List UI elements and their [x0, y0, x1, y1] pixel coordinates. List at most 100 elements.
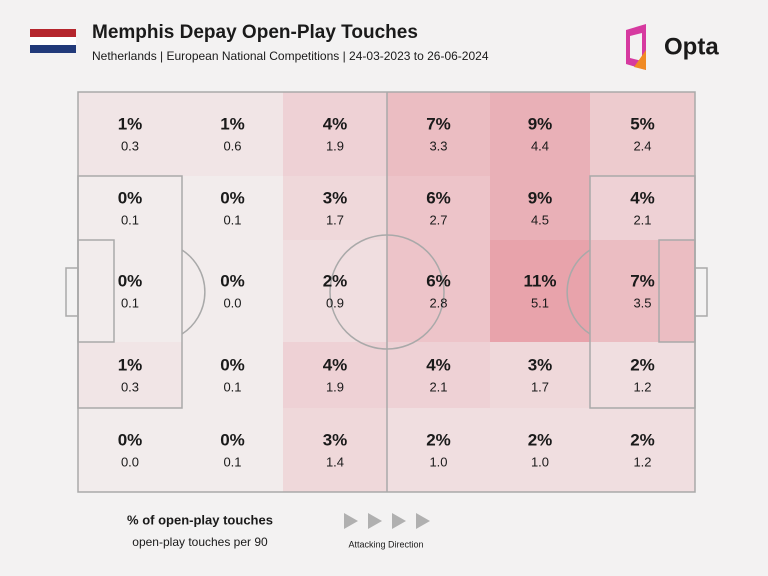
zone — [182, 342, 283, 408]
zone-pct: 4% — [426, 355, 451, 374]
zone-pct: 0% — [118, 188, 143, 207]
zone — [490, 408, 590, 492]
zone-pct: 5% — [630, 114, 655, 133]
zone-pct: 2% — [323, 271, 348, 290]
zone-pct: 0% — [220, 271, 245, 290]
zone-per90: 3.3 — [429, 138, 447, 153]
zone-pct: 7% — [426, 114, 451, 133]
zone-per90: 2.4 — [633, 138, 651, 153]
zone-per90: 1.2 — [633, 454, 651, 469]
zone — [182, 92, 283, 176]
title: Memphis Depay Open-Play Touches — [92, 22, 418, 43]
zone-pct: 6% — [426, 188, 451, 207]
zone-per90: 2.1 — [633, 212, 651, 227]
zone — [387, 92, 490, 176]
zone-pct: 2% — [528, 430, 553, 449]
flag — [30, 29, 76, 53]
zone-per90: 5.1 — [531, 295, 549, 310]
legend-pct: % of open-play touches — [127, 512, 273, 527]
zone-pct: 9% — [528, 114, 553, 133]
zone-per90: 2.8 — [429, 295, 447, 310]
zone-pct: 7% — [630, 271, 655, 290]
zone — [283, 176, 387, 240]
zone-per90: 1.4 — [326, 454, 344, 469]
zone — [283, 342, 387, 408]
zone-per90: 0.1 — [121, 295, 139, 310]
zone — [590, 342, 695, 408]
zone-per90: 1.2 — [633, 379, 651, 394]
zone-per90: 3.5 — [633, 295, 651, 310]
zone-pct: 0% — [220, 430, 245, 449]
zone — [590, 240, 695, 342]
zone-pct: 4% — [323, 355, 348, 374]
pitch-lines — [65, 91, 708, 493]
zone — [78, 408, 182, 492]
zone-per90: 0.6 — [223, 138, 241, 153]
zone — [490, 92, 590, 176]
direction-arrows — [344, 513, 430, 529]
zone-per90: 0.1 — [223, 212, 241, 227]
zone-pct: 11% — [523, 271, 556, 290]
zone-per90: 0.0 — [223, 295, 241, 310]
zone-pct: 1% — [118, 114, 143, 133]
zone — [182, 240, 283, 342]
zone — [387, 408, 490, 492]
brand: Opta — [664, 33, 719, 60]
zone — [590, 176, 695, 240]
subtitle: Netherlands | European National Competit… — [92, 49, 489, 63]
zone — [387, 176, 490, 240]
zone — [283, 92, 387, 176]
zone — [490, 342, 590, 408]
zone — [387, 342, 490, 408]
zone — [182, 408, 283, 492]
zone-per90: 1.7 — [531, 379, 549, 394]
zone — [283, 240, 387, 342]
zone — [283, 408, 387, 492]
zone-per90: 4.4 — [531, 138, 549, 153]
zone-per90: 0.9 — [326, 295, 344, 310]
zone-pct: 3% — [528, 355, 553, 374]
zone-per90: 0.3 — [121, 138, 139, 153]
zone-per90: 2.7 — [429, 212, 447, 227]
zone-per90: 1.9 — [326, 138, 344, 153]
zone — [590, 408, 695, 492]
zone — [78, 92, 182, 176]
zone-per90: 2.1 — [429, 379, 447, 394]
zone-per90: 1.7 — [326, 212, 344, 227]
zone-pct: 0% — [118, 271, 143, 290]
zone-per90: 0.1 — [223, 379, 241, 394]
zone-pct: 2% — [426, 430, 451, 449]
brand-logo — [626, 24, 646, 70]
zone-per90: 1.0 — [429, 454, 447, 469]
zone-pct: 2% — [630, 355, 655, 374]
heatmap — [78, 92, 695, 492]
zone — [490, 240, 590, 342]
direction-label: Attacking Direction — [348, 539, 423, 549]
zone-pct: 3% — [323, 430, 348, 449]
zone-pct: 4% — [323, 114, 348, 133]
zone — [182, 176, 283, 240]
zone-pct: 3% — [323, 188, 348, 207]
zone — [590, 92, 695, 176]
zone-pct: 0% — [118, 430, 143, 449]
zone-per90: 0.0 — [121, 454, 139, 469]
zone-per90: 0.1 — [223, 454, 241, 469]
zone — [78, 342, 182, 408]
zone — [78, 176, 182, 240]
zone-per90: 1.0 — [531, 454, 549, 469]
zone-per90: 4.5 — [531, 212, 549, 227]
zone-pct: 1% — [220, 114, 245, 133]
zone-pct: 2% — [630, 430, 655, 449]
legend-per90: open-play touches per 90 — [132, 535, 268, 549]
zone — [78, 240, 182, 342]
zone-pct: 6% — [426, 271, 451, 290]
zone — [387, 240, 490, 342]
zone-pct: 0% — [220, 188, 245, 207]
zone-per90: 1.9 — [326, 379, 344, 394]
zone-per90: 0.3 — [121, 379, 139, 394]
zone-pct: 4% — [630, 188, 655, 207]
cell-labels: 1% 0.3 1% 0.6 4% 1.9 7% 3.3 9% 4.4 5% 2.4 0% 0.1 0% 0.1… — [118, 114, 655, 469]
zone-pct: 1% — [118, 355, 143, 374]
